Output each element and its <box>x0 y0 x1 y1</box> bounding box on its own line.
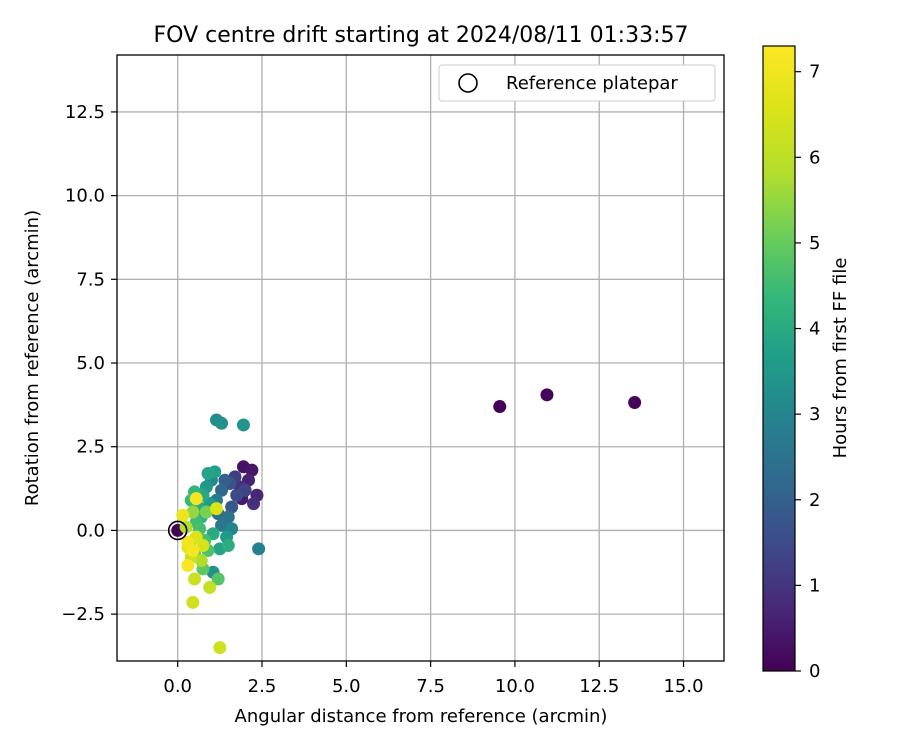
colorbar-tick-label: 3 <box>809 404 820 425</box>
colorbar-gradient <box>762 45 796 672</box>
data-point <box>225 500 239 514</box>
data-point <box>194 554 208 568</box>
data-point <box>252 542 266 556</box>
y-tick-label: 10.0 <box>65 186 105 207</box>
colorbar-ticks: 0 1 2 3 4 5 6 7 <box>795 62 820 682</box>
legend-reference-marker-icon <box>458 73 478 93</box>
data-point <box>203 580 217 594</box>
colorbar-tick-label: 5 <box>809 233 820 254</box>
x-tick-label: 5.0 <box>332 676 361 697</box>
y-tick-label: 7.5 <box>76 269 105 290</box>
reference-platepar-marker <box>167 520 188 541</box>
data-point <box>215 483 229 497</box>
scatter-points <box>171 388 642 655</box>
x-axis-label: Angular distance from reference (arcmin) <box>235 706 608 727</box>
data-point <box>215 518 229 532</box>
data-point <box>186 505 200 519</box>
data-point <box>211 572 225 586</box>
data-point <box>221 538 235 552</box>
chart-title: FOV centre drift starting at 2024/08/11 … <box>154 23 689 48</box>
data-point <box>230 488 244 502</box>
legend-entry-label: Reference platepar <box>506 73 678 94</box>
data-point <box>236 418 250 432</box>
colorbar-tick-label: 4 <box>809 319 820 340</box>
x-tick-label: 7.5 <box>416 676 445 697</box>
plot-frame <box>116 54 725 662</box>
y-axis-label: Rotation from reference (arcmin) <box>22 210 43 506</box>
data-point <box>201 467 215 481</box>
plot-background <box>117 55 724 661</box>
x-tick-label: 2.5 <box>248 676 277 697</box>
data-point <box>189 492 203 506</box>
data-point <box>186 544 200 558</box>
colorbar-tick-label: 6 <box>809 147 820 168</box>
x-axis-ticks: 0.0 2.5 5.0 7.5 10.0 12.5 15.0 <box>163 661 704 697</box>
data-point <box>209 502 223 516</box>
data-point <box>493 400 507 414</box>
data-point <box>245 463 259 477</box>
colorbar-tick-label: 7 <box>809 62 820 83</box>
data-point <box>247 497 261 511</box>
x-tick-label: 15.0 <box>663 676 703 697</box>
colorbar: 0 1 2 3 4 5 6 7 Hours from first FF file <box>762 45 851 682</box>
y-tick-label: 12.5 <box>65 102 105 123</box>
plot-area: 0.0 2.5 5.0 7.5 10.0 12.5 15.0 −2.5 0.0 2.5 5.0 7.… <box>61 54 725 697</box>
colorbar-tick-label: 0 <box>809 661 820 682</box>
data-point <box>540 388 554 402</box>
legend-box <box>438 64 716 102</box>
y-axis-ticks: −2.5 0.0 2.5 5.0 7.5 10.0 12.5 <box>61 102 117 625</box>
data-point <box>188 572 202 586</box>
y-tick-label: 5.0 <box>76 353 105 374</box>
data-point <box>186 595 200 609</box>
x-tick-label: 12.5 <box>579 676 619 697</box>
x-tick-label: 0.0 <box>163 676 192 697</box>
y-tick-label: 0.0 <box>76 520 105 541</box>
colorbar-tick-label: 1 <box>809 575 820 596</box>
grid-lines <box>117 55 724 661</box>
colorbar-tick-label: 2 <box>809 490 820 511</box>
data-point <box>213 641 227 655</box>
data-point <box>199 505 213 519</box>
data-point <box>215 416 229 430</box>
legend: Reference platepar <box>438 64 716 102</box>
x-tick-label: 10.0 <box>495 676 535 697</box>
data-point <box>181 559 195 573</box>
data-point <box>218 473 232 487</box>
y-tick-label: −2.5 <box>61 604 105 625</box>
y-tick-label: 2.5 <box>76 437 105 458</box>
colorbar-label: Hours from first FF file <box>830 258 851 459</box>
data-point <box>628 396 642 410</box>
data-point <box>176 508 190 522</box>
